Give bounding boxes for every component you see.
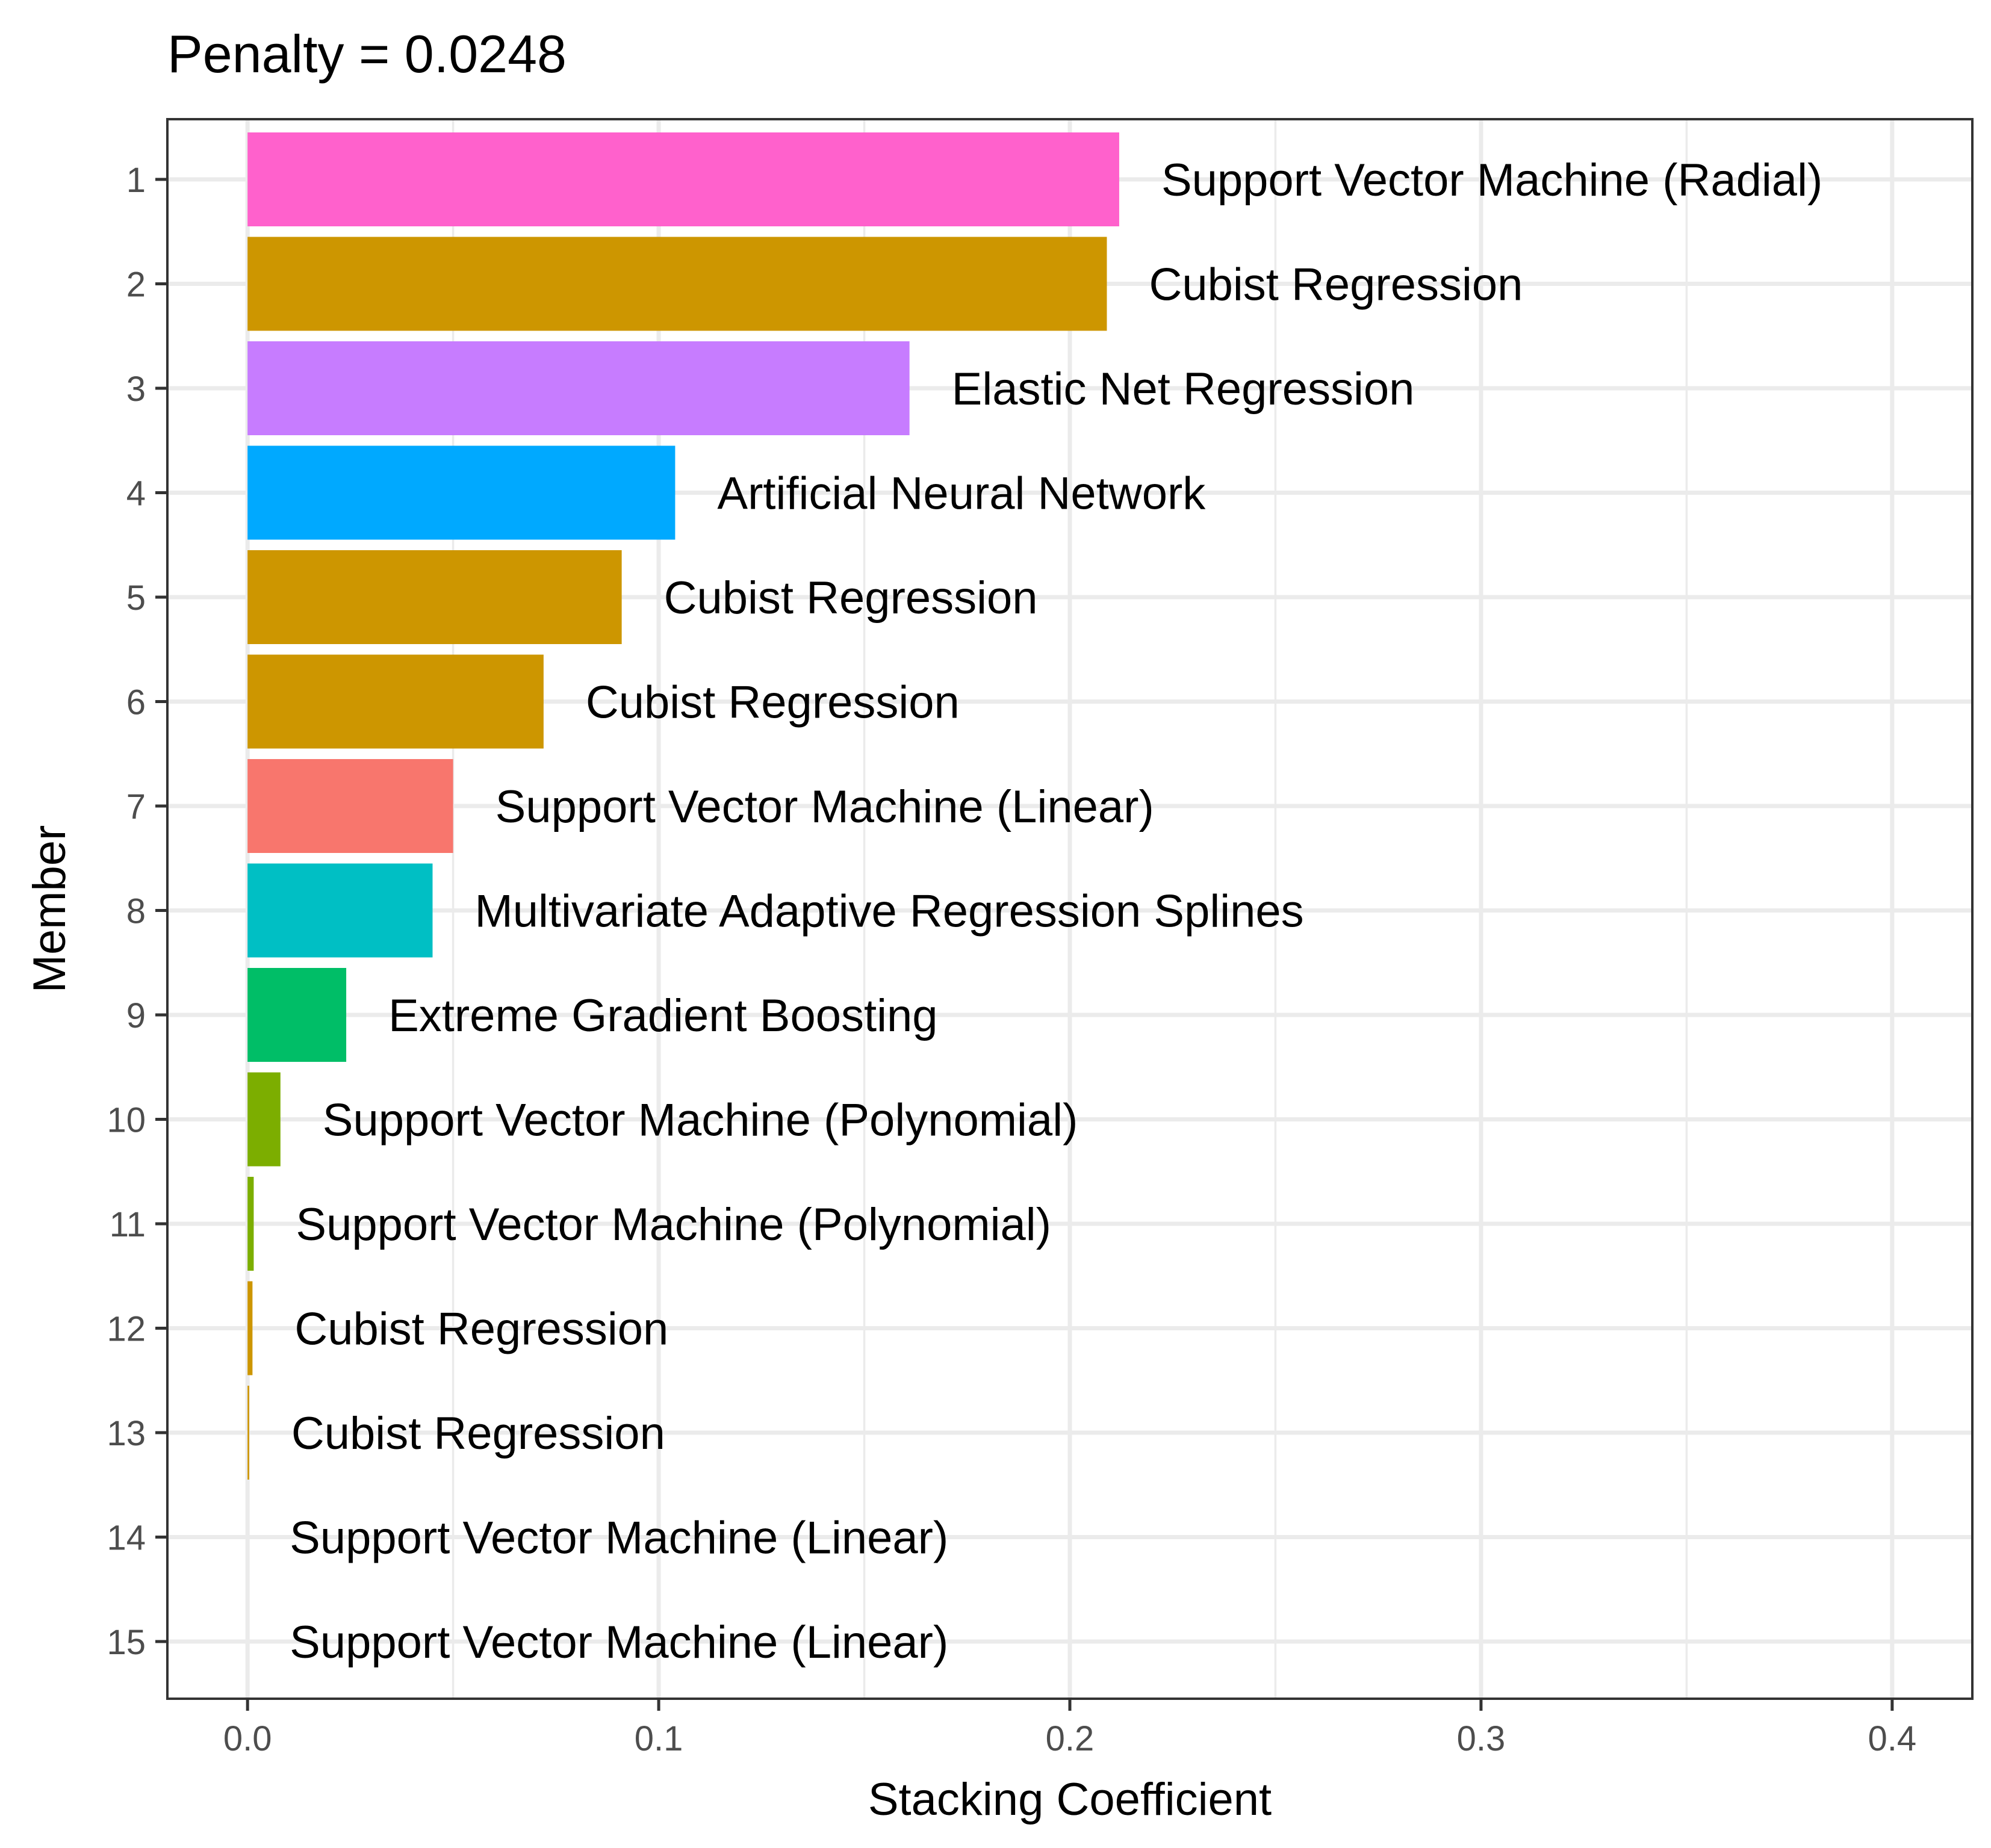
chart-title: Penalty = 0.0248	[167, 24, 567, 84]
bar-member-6	[247, 654, 544, 749]
bar-label-member-5: Cubist Regression	[664, 572, 1038, 624]
bar-member-2	[247, 237, 1107, 331]
x-tick-label: 0.4	[1868, 1719, 1917, 1758]
bar-member-12	[247, 1281, 253, 1375]
y-tick-label: 1	[126, 161, 146, 200]
bar-label-member-3: Elastic Net Regression	[952, 364, 1415, 415]
y-tick-label: 3	[126, 370, 146, 409]
y-tick-label: 9	[126, 996, 146, 1035]
y-tick-label: 5	[126, 578, 146, 618]
bar-member-8	[247, 863, 433, 958]
y-tick-label: 7	[126, 787, 146, 826]
bar-label-member-10: Support Vector Machine (Polynomial)	[323, 1095, 1078, 1146]
bar-member-1	[247, 132, 1119, 226]
bar-label-member-11: Support Vector Machine (Polynomial)	[296, 1199, 1051, 1250]
x-tick-label: 0.0	[223, 1719, 272, 1758]
y-tick-label: 13	[107, 1414, 146, 1453]
bar-label-member-7: Support Vector Machine (Linear)	[495, 781, 1154, 833]
bar-label-member-9: Extreme Gradient Boosting	[388, 990, 937, 1041]
x-tick-label: 0.1	[635, 1719, 683, 1758]
y-tick-label: 11	[110, 1205, 146, 1244]
bar-label-member-14: Support Vector Machine (Linear)	[290, 1513, 948, 1564]
bar-member-9	[247, 968, 347, 1062]
bar-member-11	[247, 1177, 254, 1271]
bar-labels: Support Vector Machine (Radial) Cubist Re…	[290, 155, 1822, 1668]
x-tick-label: 0.2	[1046, 1719, 1095, 1758]
y-tick-label: 4	[126, 474, 146, 513]
y-tick-label: 12	[107, 1310, 146, 1349]
x-axis: 0.0 0.1 0.2 0.3 0.4	[223, 1699, 1916, 1758]
bar-member-7	[247, 759, 453, 853]
y-tick-label: 14	[107, 1519, 146, 1558]
bar-member-10	[247, 1072, 281, 1167]
bar-label-member-12: Cubist Regression	[294, 1304, 668, 1355]
y-tick-label: 6	[126, 683, 146, 722]
y-tick-label: 2	[126, 265, 146, 305]
bar-member-5	[247, 550, 622, 644]
x-axis-title: Stacking Coefficient	[868, 1774, 1272, 1825]
y-axis-title: Member	[24, 825, 75, 993]
bar-label-member-13: Cubist Regression	[291, 1408, 665, 1459]
bar-member-3	[247, 341, 910, 435]
bar-label-member-4: Artificial Neural Network	[717, 468, 1206, 519]
bar-label-member-15: Support Vector Machine (Linear)	[290, 1617, 948, 1668]
y-tick-label: 15	[107, 1623, 146, 1662]
bar-label-member-8: Multivariate Adaptive Regression Splines	[474, 886, 1303, 937]
bar-label-member-6: Cubist Regression	[586, 677, 960, 728]
bar-member-13	[247, 1386, 249, 1480]
y-tick-label: 10	[107, 1101, 146, 1140]
bar-label-member-2: Cubist Regression	[1149, 259, 1523, 311]
bar-member-4	[247, 445, 676, 540]
bars	[247, 132, 1119, 1480]
y-tick-label: 8	[126, 892, 146, 931]
bar-label-member-1: Support Vector Machine (Radial)	[1161, 155, 1822, 206]
x-tick-label: 0.3	[1457, 1719, 1506, 1758]
